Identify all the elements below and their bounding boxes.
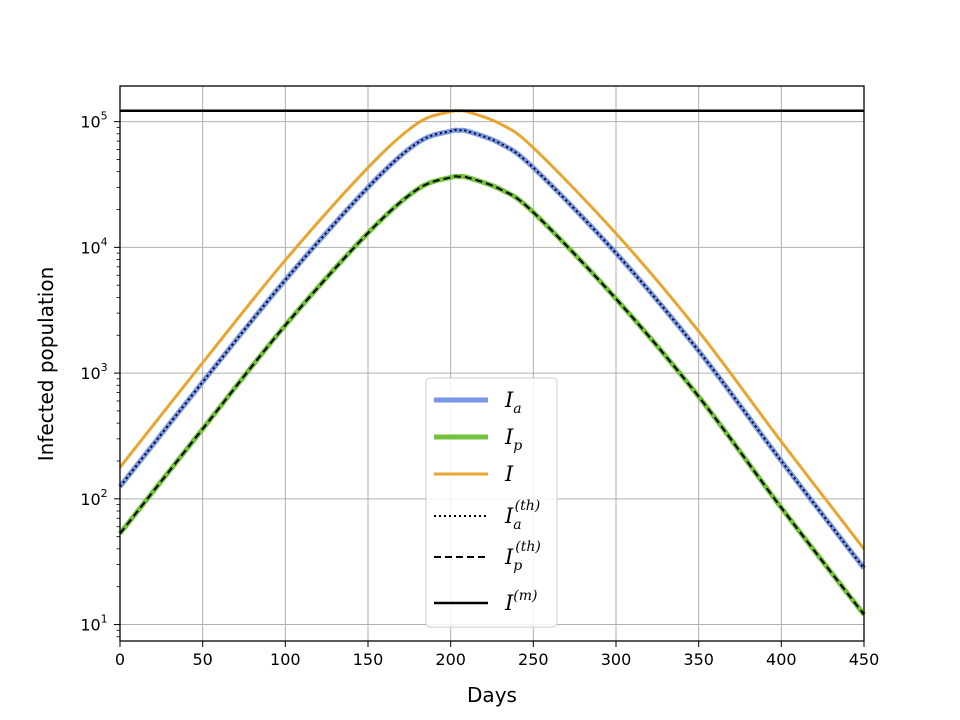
series-line-Ia (118, 127, 866, 570)
x-tick-label: 400 (766, 650, 797, 669)
plot-frame (119, 85, 865, 642)
series-layer (118, 109, 866, 617)
legend-label-Ip_th: Ip(th) (504, 539, 541, 574)
x-tick-label: 50 (192, 650, 212, 669)
y-tick-label: 103 (80, 361, 107, 383)
x-axis-label: Days (467, 683, 517, 707)
legend-label-Ia: Ia (504, 388, 522, 417)
y-axis-label: Infected population (34, 267, 58, 462)
y-tick-label: 102 (80, 487, 107, 509)
legend-label-Ip: Ip (504, 425, 522, 454)
x-axis: 0 50 100 150 200 250 300 350 400 450 (115, 641, 879, 669)
legend-label-Ia_th: Ia(th) (504, 498, 540, 533)
x-tick-label: 100 (270, 650, 301, 669)
x-tick-label: 450 (849, 650, 880, 669)
y-tick-label: 101 (80, 613, 107, 635)
x-tick-label: 250 (518, 650, 549, 669)
legend: Ia Ip I Ia(th) Ip(th) I(m) (425, 377, 558, 628)
legend-label-Im: I(m) (504, 588, 538, 615)
x-tick-label: 0 (115, 650, 125, 669)
x-tick-label: 150 (353, 650, 384, 669)
legend-box (425, 377, 558, 628)
x-tick-label: 300 (601, 650, 632, 669)
series-line-Ip_th (119, 175, 865, 616)
y-tick-label: 104 (80, 235, 107, 257)
x-tick-label: 200 (435, 650, 466, 669)
y-tick-label: 105 (80, 110, 107, 132)
legend-label-I: I (504, 462, 514, 486)
y-axis: 101 102 103 104 105 (80, 110, 120, 635)
x-tick-label: 350 (683, 650, 714, 669)
